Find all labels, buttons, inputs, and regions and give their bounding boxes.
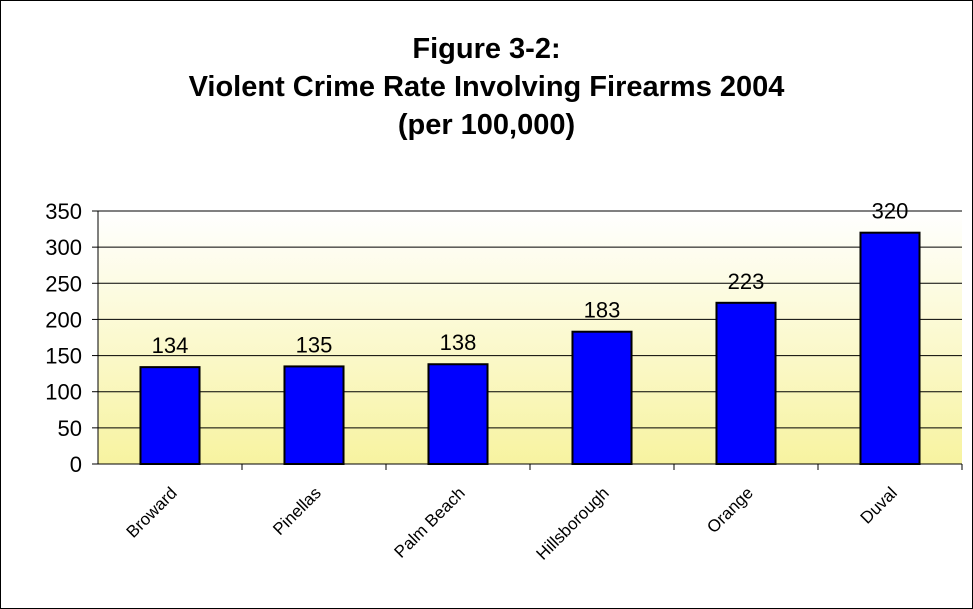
chart-title-line-1: Figure 3-2: (412, 33, 561, 65)
y-tick-label: 250 (45, 271, 82, 296)
chart-title: Figure 3-2: Violent Crime Rate Involving… (0, 30, 973, 144)
y-tick-label: 100 (45, 380, 82, 405)
y-tick-label: 200 (45, 307, 82, 332)
bar-hillsborough (571, 330, 633, 465)
y-tick-label: 300 (45, 235, 82, 260)
category-label: Pinellas (269, 483, 325, 539)
bar-broward (139, 366, 201, 465)
data-label: 138 (440, 330, 477, 355)
category-label: Duval (857, 483, 901, 527)
data-label: 183 (584, 298, 621, 323)
chart-title-line-3: (per 100,000) (397, 109, 576, 141)
category-label: Palm Beach (391, 483, 469, 561)
category-label: Broward (123, 483, 181, 541)
data-label: 223 (728, 269, 765, 294)
y-tick-label: 150 (45, 344, 82, 369)
y-tick-label: 0 (70, 452, 82, 477)
bar-orange (715, 301, 777, 465)
bar-duval (859, 231, 921, 465)
category-label: Orange (703, 483, 757, 537)
data-label: 135 (296, 332, 333, 357)
chart-title-line-2: Violent Crime Rate Involving Firearms 20… (188, 71, 785, 103)
category-label: Hillsborough (533, 483, 613, 563)
plot-area (98, 211, 962, 464)
data-label: 320 (872, 199, 909, 224)
bar-palm-beach (427, 363, 489, 466)
bar-pinellas (283, 365, 345, 465)
data-label: 134 (152, 333, 189, 358)
y-tick-label: 350 (45, 199, 82, 224)
y-tick-label: 50 (58, 416, 82, 441)
